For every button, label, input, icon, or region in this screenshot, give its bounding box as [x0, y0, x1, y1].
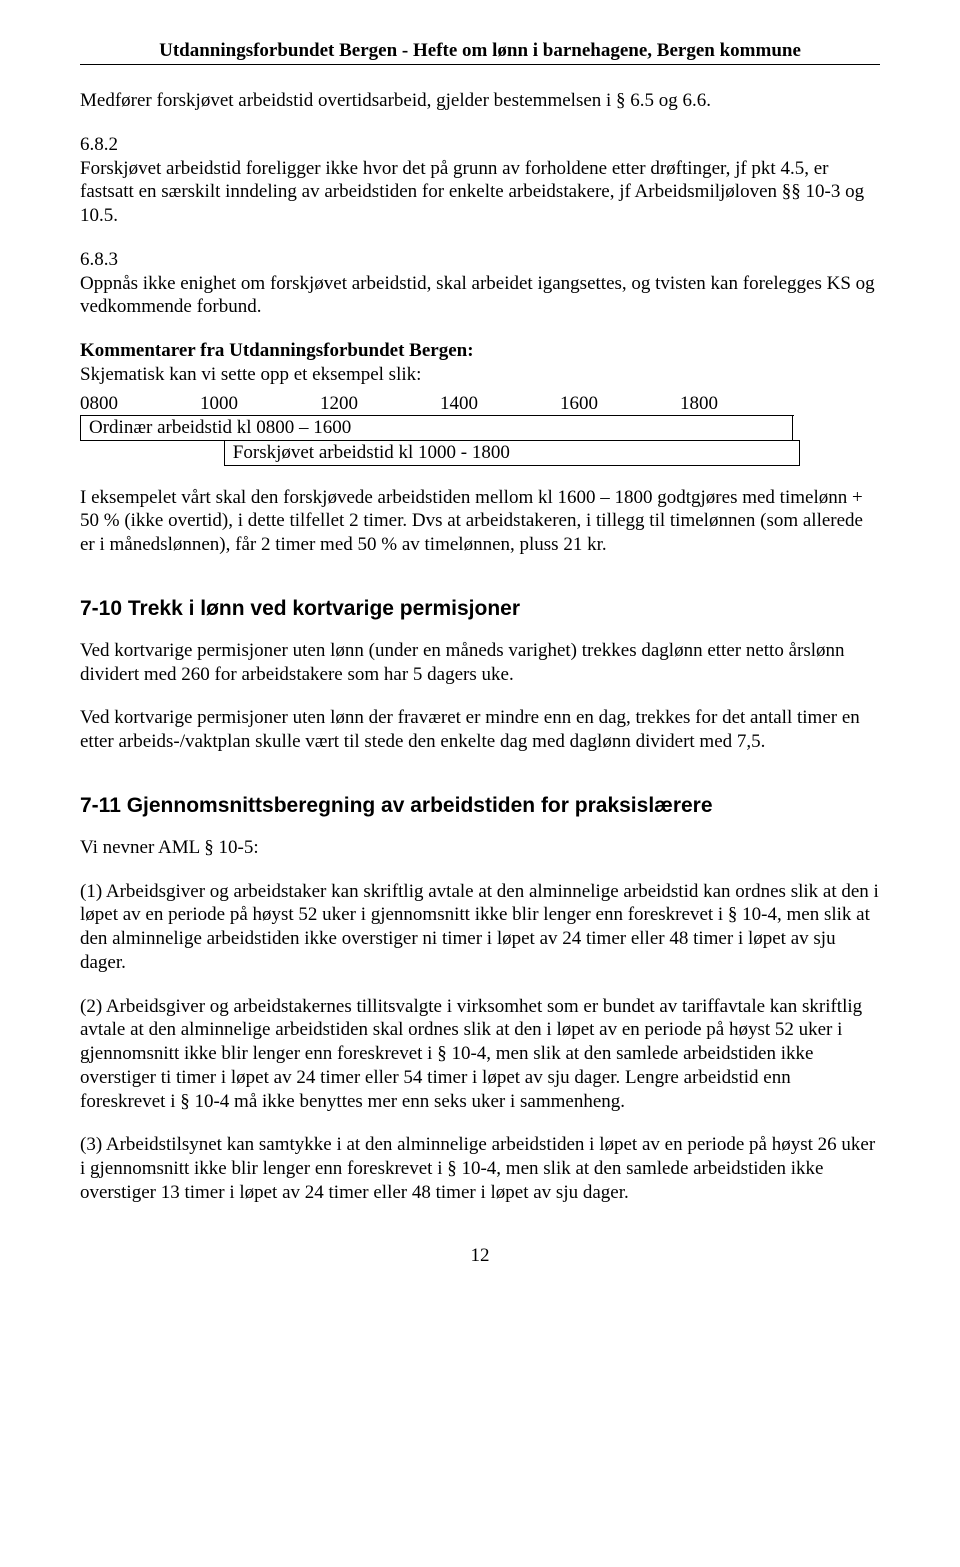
section-number: 6.8.2 [80, 134, 118, 155]
section-text: Oppnås ikke enighet om forskjøvet arbeid… [80, 273, 875, 318]
section-number: 6.8.3 [80, 249, 118, 270]
section-7-11-heading: 7-11 Gjennomsnittsberegning av arbeidsti… [80, 794, 880, 818]
section-7-10-p2: Ved kortvarige permisjoner uten lønn der… [80, 706, 880, 754]
document-page: Utdanningsforbundet Bergen - Hefte om lø… [0, 0, 960, 1307]
page-header-title: Utdanningsforbundet Bergen - Hefte om lø… [80, 40, 880, 65]
timeline-label: 1200 [320, 393, 440, 415]
timeline-label: 0800 [80, 393, 200, 415]
schedule-row-ordinary: Ordinær arbeidstid kl 0800 – 1600 [81, 415, 793, 440]
kommentar-bold: Kommentarer fra Utdanningsforbundet Berg… [80, 340, 474, 361]
timeline-label: 1400 [440, 393, 560, 415]
timeline-label: 1800 [680, 393, 800, 415]
section-7-11-p3: (3) Arbeidstilsynet kan samtykke i at de… [80, 1133, 880, 1204]
kommentar-lead: Kommentarer fra Utdanningsforbundet Berg… [80, 339, 880, 387]
section-7-11-p1: (1) Arbeidsgiver og arbeidstaker kan skr… [80, 880, 880, 975]
schedule-empty-cell [793, 415, 800, 440]
timeline-label: 1000 [200, 393, 320, 415]
page-number: 12 [80, 1245, 880, 1267]
schedule-empty-cell [81, 440, 225, 465]
timeline-labels: 0800 1000 1200 1400 1600 1800 [80, 393, 800, 415]
example-paragraph: I eksempelet vårt skal den forskjøvede a… [80, 486, 880, 557]
section-7-11-p2: (2) Arbeidsgiver og arbeidstakernes till… [80, 995, 880, 1114]
kommentar-rest: Skjematisk kan vi sette opp et eksempel … [80, 364, 421, 385]
section-7-10-p1: Ved kortvarige permisjoner uten lønn (un… [80, 639, 880, 687]
section-6-8-2: 6.8.2 Forskjøvet arbeidstid foreligger i… [80, 133, 880, 228]
timeline-label: 1600 [560, 393, 680, 415]
opening-paragraph: Medfører forskjøvet arbeidstid overtidsa… [80, 89, 880, 113]
section-7-11-intro: Vi nevner AML § 10-5: [80, 836, 880, 860]
schedule-row-shifted: Forskjøvet arbeidstid kl 1000 - 1800 [224, 440, 799, 465]
section-6-8-3: 6.8.3 Oppnås ikke enighet om forskjøvet … [80, 248, 880, 319]
section-7-10-heading: 7-10 Trekk i lønn ved kortvarige permisj… [80, 597, 880, 621]
schedule-table: Ordinær arbeidstid kl 0800 – 1600 Forskj… [80, 415, 800, 466]
section-text: Forskjøvet arbeidstid foreligger ikke hv… [80, 158, 864, 227]
